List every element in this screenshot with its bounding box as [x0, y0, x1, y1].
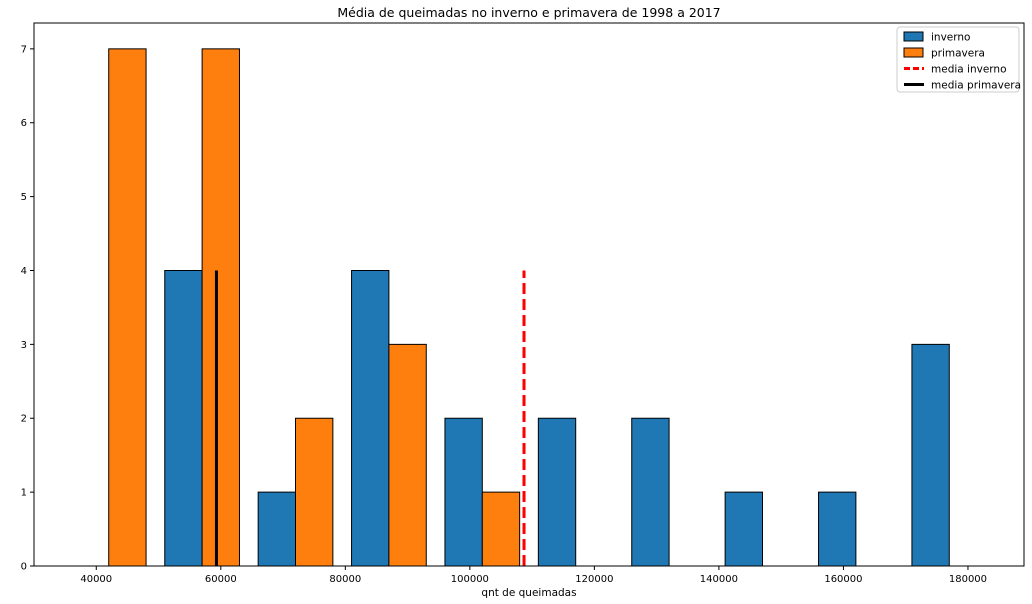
- legend-box: [896, 26, 1020, 93]
- legend-label-media-primavera: media primavera: [931, 80, 1021, 92]
- y-tick-label: 2: [21, 414, 27, 425]
- x-tick-label: 100000: [451, 574, 489, 585]
- y-tick-label: 3: [21, 340, 27, 351]
- x-tick-label: 80000: [329, 574, 361, 585]
- bars-layer: [108, 48, 950, 567]
- bar-primavera-3: [388, 343, 427, 567]
- y-tick-label: 1: [21, 488, 27, 499]
- bar-inverno-0: [164, 269, 203, 567]
- y-tick-label: 6: [21, 118, 27, 129]
- y-tick-label: 0: [21, 562, 27, 573]
- bar-primavera-1: [201, 48, 240, 567]
- y-tick-label: 7: [21, 44, 27, 55]
- legend-swatch-inverno: [903, 31, 924, 42]
- x-tick-label: 60000: [205, 574, 237, 585]
- bar-inverno-7: [818, 491, 857, 567]
- mean-lines-layer: [214, 270, 526, 566]
- x-tick-label: 160000: [824, 574, 862, 585]
- chart-title: Média de queimadas no inverno e primaver…: [337, 5, 720, 20]
- bar-inverno-3: [444, 417, 483, 567]
- x-tick-label: 40000: [80, 574, 112, 585]
- x-tick-label: 120000: [575, 574, 613, 585]
- bar-primavera-0: [108, 48, 147, 567]
- legend-label-inverno: inverno: [931, 32, 970, 44]
- legend-label-primavera: primavera: [931, 48, 985, 60]
- x-tick-label: 180000: [949, 574, 987, 585]
- legend: inverno primavera media inverno media prima…: [896, 26, 1021, 93]
- legend-swatch-primavera: [903, 47, 924, 58]
- bar-primavera-4: [481, 491, 521, 567]
- plot-frame: [33, 22, 1025, 567]
- y-tick-label: 4: [21, 266, 27, 277]
- bar-inverno-1: [257, 491, 297, 567]
- bar-primavera-2: [295, 417, 334, 567]
- bar-inverno-6: [724, 491, 763, 567]
- x-tick-label: 140000: [700, 574, 738, 585]
- axes: [33, 22, 1025, 567]
- x-axis-label: qnt de queimadas: [481, 587, 576, 599]
- bar-inverno-2: [351, 269, 390, 567]
- y-tick-label: 5: [21, 192, 27, 203]
- tick-marks: 40000 60000 80000 100000 120000 140000 160000 1…: [21, 44, 987, 585]
- bar-inverno-5: [631, 417, 670, 567]
- bar-inverno-4: [537, 417, 577, 567]
- legend-label-media-inverno: media inverno: [931, 64, 1007, 76]
- bar-inverno-8: [911, 343, 950, 567]
